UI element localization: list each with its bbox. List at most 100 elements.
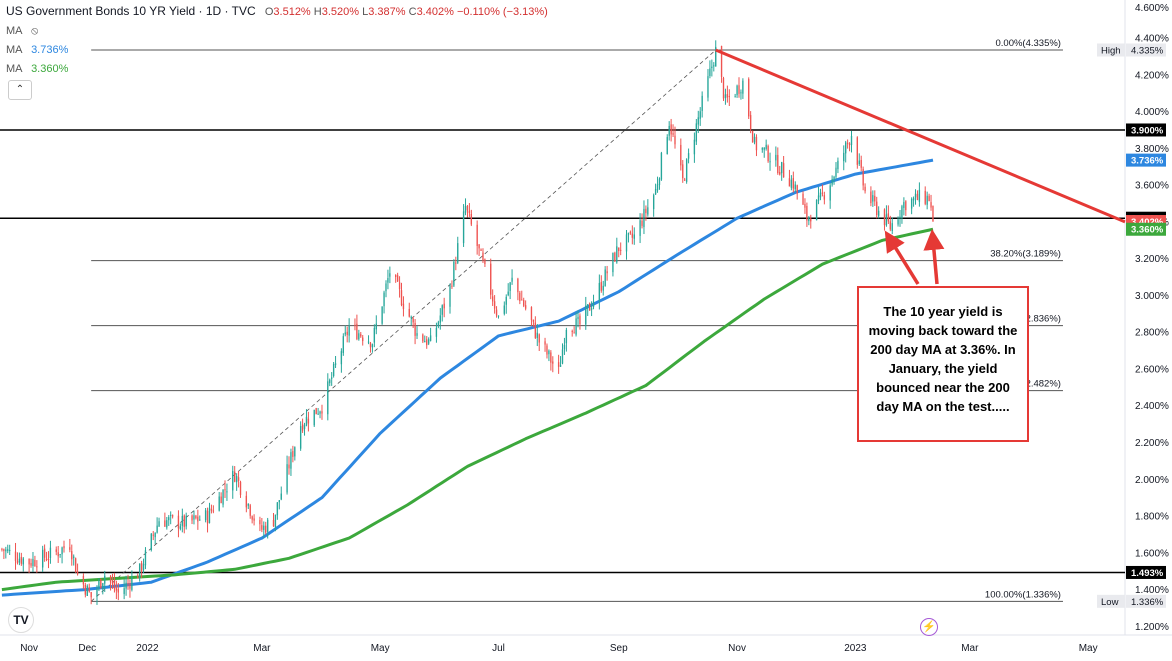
- candle: [748, 77, 750, 119]
- annotation-box[interactable]: The 10 year yield is moving back toward …: [857, 286, 1029, 442]
- price-tag-bg: [1126, 123, 1166, 137]
- eye-slash-icon[interactable]: ⦸: [31, 25, 39, 37]
- candle: [829, 183, 831, 209]
- candle-body: [416, 333, 418, 336]
- candle-body: [883, 209, 886, 226]
- candle: [823, 191, 826, 205]
- candle: [687, 148, 690, 164]
- time-tick-label: May: [1079, 643, 1098, 654]
- candle: [367, 335, 370, 345]
- candle: [354, 318, 356, 331]
- candle-body: [340, 351, 343, 365]
- candle-body: [98, 580, 100, 588]
- candle: [400, 282, 403, 307]
- candle-body: [387, 278, 389, 283]
- candle: [59, 553, 61, 558]
- candle: [901, 204, 903, 224]
- candle-body: [887, 213, 890, 222]
- candle: [329, 378, 331, 387]
- downtrend-line[interactable]: [715, 48, 1126, 224]
- candle-body: [408, 308, 410, 317]
- candle-body: [449, 285, 451, 307]
- candle-body: [453, 261, 455, 286]
- candle: [476, 220, 478, 255]
- time-axis[interactable]: Nov Dec 2022 Mar May Jul Sep Nov 2023 Mar May: [20, 643, 1097, 654]
- candle: [468, 203, 471, 217]
- candle: [164, 512, 166, 527]
- candle: [491, 289, 494, 306]
- candle-body: [641, 220, 643, 226]
- candle-body: [924, 190, 926, 204]
- candle: [435, 322, 438, 343]
- indicator-ma-200[interactable]: MA 3.360%: [6, 63, 68, 75]
- chevron-up-icon[interactable]: ⌃: [8, 80, 32, 100]
- candle: [462, 204, 465, 247]
- candle: [117, 583, 119, 601]
- candle: [3, 548, 5, 560]
- candle: [910, 197, 913, 215]
- candle: [767, 144, 769, 163]
- candle-body: [276, 502, 279, 516]
- close-label: C: [408, 6, 417, 18]
- time-tick-label: Nov: [20, 643, 38, 654]
- candle-body: [536, 332, 538, 338]
- price-tick-label: 3.000%: [1135, 291, 1169, 302]
- candle-body: [587, 304, 589, 308]
- indicator-ma-hidden[interactable]: MA ⦸: [6, 25, 38, 38]
- candle: [602, 280, 604, 296]
- candle: [373, 324, 376, 348]
- candle: [858, 153, 860, 166]
- candle-body: [334, 363, 337, 365]
- candle-body: [125, 582, 127, 589]
- candle: [736, 84, 738, 98]
- candle-body: [767, 145, 769, 162]
- candle-body: [674, 135, 676, 145]
- candle: [115, 580, 118, 600]
- candle: [641, 213, 643, 229]
- candle-body: [918, 189, 921, 202]
- candle-body: [862, 169, 864, 186]
- candle: [843, 145, 845, 171]
- candle: [98, 578, 100, 592]
- candle-body: [34, 559, 36, 567]
- candle: [348, 318, 350, 343]
- candle: [424, 335, 426, 343]
- candle: [588, 302, 591, 311]
- tradingview-logo[interactable]: TV: [8, 607, 34, 633]
- price-axis[interactable]: 4.400%4.200%4.000%3.800%3.600%3.400%3.20…: [1135, 3, 1169, 633]
- candle-body: [86, 585, 88, 597]
- candle-body: [788, 178, 791, 187]
- candle: [334, 355, 337, 368]
- candle-body: [876, 201, 878, 215]
- candle-body: [354, 324, 356, 326]
- candle-body: [870, 191, 872, 204]
- candle: [55, 546, 57, 556]
- candle-body: [491, 296, 494, 302]
- price-tag-label: 3.736%: [1131, 156, 1164, 167]
- candle-body: [367, 341, 370, 343]
- candle-body: [158, 521, 160, 527]
- candle: [625, 230, 628, 260]
- candle-body: [889, 221, 891, 230]
- candle-body: [753, 136, 756, 143]
- candle-body: [482, 252, 484, 261]
- candle-body: [138, 563, 141, 579]
- candle: [552, 356, 554, 373]
- indicator-ma-100[interactable]: MA 3.736%: [6, 44, 68, 56]
- annotation-text: The 10 year yield is moving back toward …: [868, 304, 1018, 414]
- candle-body: [524, 305, 527, 309]
- candle: [618, 247, 620, 258]
- candle: [627, 232, 630, 243]
- lightning-icon[interactable]: ⚡: [920, 618, 938, 636]
- dashed-diagonal-line: [90, 49, 716, 602]
- candle: [28, 558, 30, 573]
- candle: [45, 551, 48, 562]
- candle: [168, 515, 170, 526]
- candle: [181, 508, 184, 533]
- candle: [817, 186, 820, 205]
- symbol-legend[interactable]: US Government Bonds 10 YR Yield · 1D · T…: [6, 4, 548, 18]
- candle-body: [400, 290, 403, 305]
- candle: [152, 530, 154, 541]
- candle-body: [389, 273, 391, 277]
